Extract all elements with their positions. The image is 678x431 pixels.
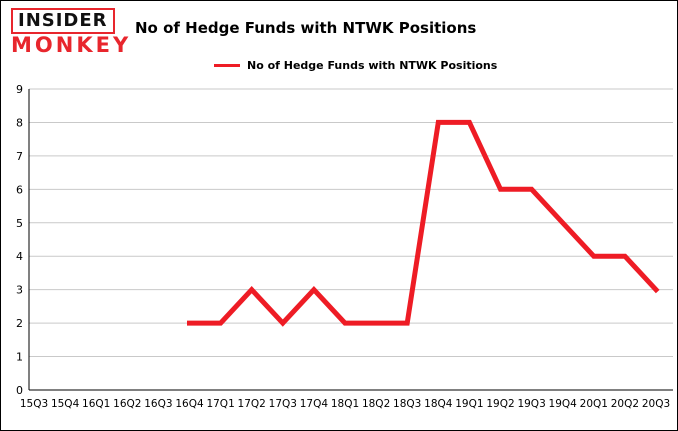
y-tick-label: 4 [16,250,23,263]
y-tick-label: 6 [16,183,23,196]
chart-title: No of Hedge Funds with NTWK Positions [135,19,477,37]
y-tick-label: 1 [16,351,23,364]
line-chart: 0 1 2 3 4 5 6 7 8 9 15Q3 15Q4 16Q1 16Q2 16Q3 16Q4 17Q1 17… [16,83,673,410]
x-tick-label: 18Q4 [424,398,453,410]
x-tick-label: 17Q2 [238,398,266,410]
x-tick-label: 19Q4 [549,398,578,410]
insider-monkey-logo: INSIDER MONKEY [11,8,131,56]
y-tick-label: 5 [16,217,23,230]
x-tick-label: 17Q1 [206,398,234,410]
y-tick-label: 9 [16,83,23,96]
x-tick-label: 15Q3 [20,398,48,410]
x-tick-label: 16Q4 [175,398,204,410]
legend: No of Hedge Funds with NTWK Positions [214,59,497,72]
series-line [187,119,660,327]
logo-monkey-text: MONKEY [11,33,132,57]
legend-line-swatch [214,64,240,67]
y-tick-label: 8 [16,116,23,129]
x-tick-label: 15Q4 [51,398,80,410]
y-tick-label: 0 [16,384,23,397]
x-tick-label: 16Q3 [144,398,172,410]
y-tick-label: 7 [16,150,23,163]
x-tick-label: 17Q3 [269,398,297,410]
x-tick-label: 18Q3 [393,398,421,410]
x-tick-label: 20Q3 [642,398,670,410]
logo-insider-text: INSIDER [11,8,115,34]
x-tick-label: 19Q1 [455,398,483,410]
legend-label: No of Hedge Funds with NTWK Positions [247,59,498,72]
x-tick-label: 19Q2 [486,398,514,410]
y-tick-label: 2 [16,317,23,330]
x-tick-label: 20Q1 [580,398,608,410]
x-tick-label: 17Q4 [300,398,329,410]
x-tick-label: 19Q3 [517,398,545,410]
x-tick-label: 20Q2 [611,398,639,410]
x-tick-label: 16Q1 [82,398,110,410]
x-tick-label: 18Q1 [331,398,359,410]
x-tick-label: 18Q2 [362,398,390,410]
y-tick-label: 3 [16,284,23,297]
x-tick-label: 16Q2 [113,398,141,410]
